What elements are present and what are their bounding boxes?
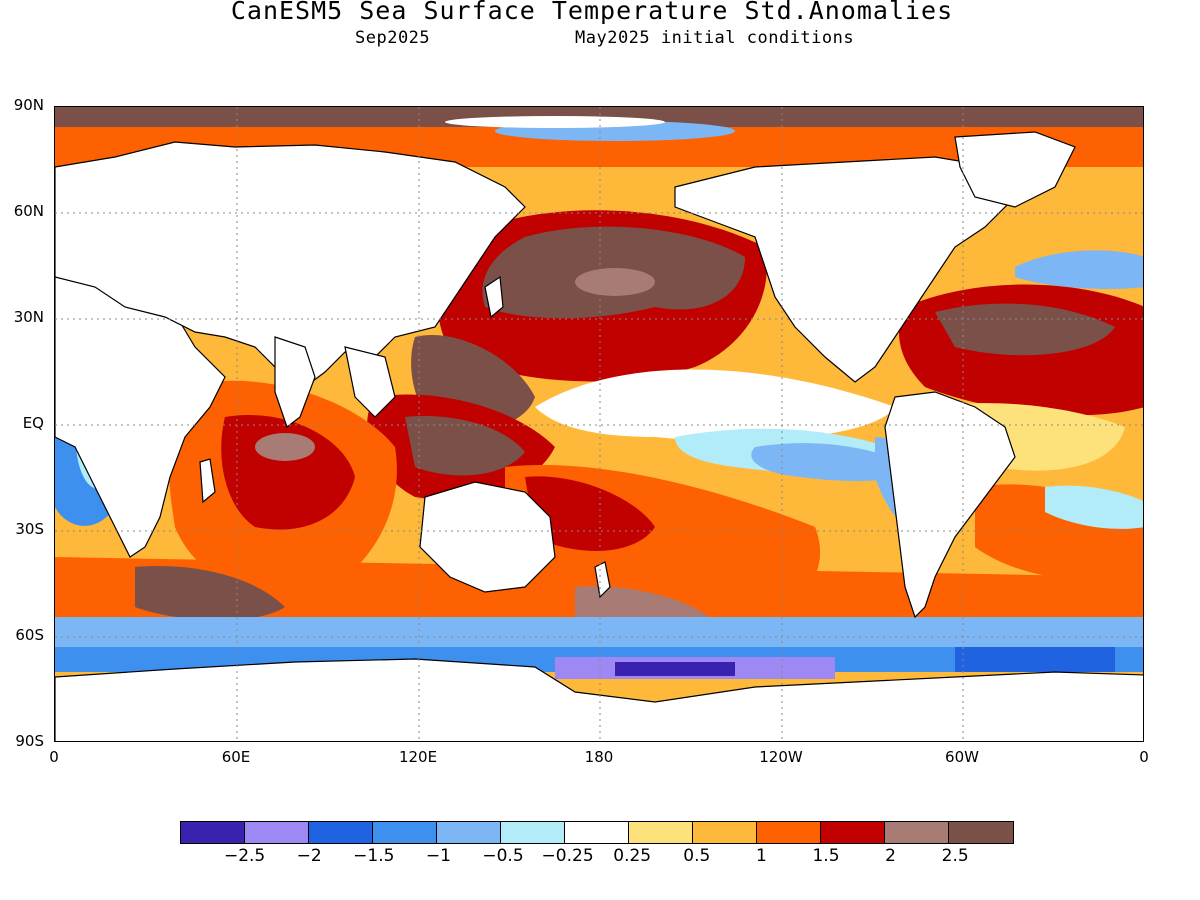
land-antarctica (55, 658, 1143, 741)
southern-belt-brown-1 (135, 566, 285, 621)
colorbar (180, 821, 1014, 844)
anomaly-fields (55, 107, 1143, 679)
lon-label-120e: 120E (398, 748, 438, 766)
colorbar-swatch (565, 822, 629, 843)
north-atlantic-brown (935, 303, 1115, 356)
colorbar-tick-label: 0.25 (613, 846, 652, 866)
lat-label-90s: 90S (15, 732, 44, 750)
colorbar-tick-label: 1 (755, 846, 767, 866)
land-india (274, 336, 316, 428)
graticule (55, 107, 1143, 741)
colorbar-tick-label: 0.5 (683, 846, 711, 866)
south-pacific-red (525, 476, 655, 551)
lon-label-0: 0 (49, 748, 59, 766)
north-pacific-pink (575, 268, 655, 296)
colorbar-tick-label: 1.5 (812, 846, 840, 866)
lat-label-60s: 60S (15, 626, 44, 644)
lat-label-30n: 30N (13, 308, 44, 326)
colorbar-tick-label: 2.5 (941, 846, 969, 866)
lon-label-0-east: 0 (1139, 748, 1149, 766)
eq-pacific-white (535, 369, 895, 441)
land-north-america (674, 156, 1016, 383)
north-atlantic-cold (1015, 250, 1143, 289)
weddell-cold (955, 647, 1115, 672)
indian-red (221, 415, 355, 530)
colorbar-tick-label: −0.25 (541, 846, 594, 866)
arctic-white (445, 116, 665, 128)
colorbar-swatch (629, 822, 693, 843)
colorbar-swatch (309, 822, 373, 843)
colorbar-tick-label: −1 (425, 846, 451, 866)
maritime-strong (405, 416, 525, 476)
colorbar-swatch (757, 822, 821, 843)
colorbar-swatch (245, 822, 309, 843)
colorbar-swatch (885, 822, 949, 843)
colorbar-swatch (501, 822, 565, 843)
chart-title: CanESM5 Sea Surface Temperature Std.Anom… (230, 0, 954, 25)
valid-month: Sep2025 (355, 28, 431, 48)
lon-label-60w: 60W (945, 748, 979, 766)
lon-label-120w: 120W (759, 748, 803, 766)
colorbar-tick-label: −2.5 (223, 846, 266, 866)
colorbar-swatch (181, 822, 245, 843)
lon-label-60e: 60E (221, 748, 251, 766)
eq-pacific-blue (751, 443, 915, 482)
lat-label-90n: 90N (13, 96, 44, 114)
sst-anomaly-map (54, 106, 1144, 742)
land-se-asia (344, 346, 396, 418)
land-eurasia (55, 141, 526, 388)
lat-label-eq: EQ (22, 414, 44, 432)
landmasses (55, 131, 1143, 741)
colorbar-swatch (373, 822, 437, 843)
land-madagascar (199, 458, 216, 504)
colorbar-tick-label: −2 (296, 846, 322, 866)
colorbar-swatch (437, 822, 501, 843)
lat-label-30s: 30S (15, 520, 44, 538)
indian-brown (255, 433, 315, 461)
initial-conditions: May2025 initial conditions (575, 28, 855, 48)
land-greenland (954, 131, 1076, 208)
lat-label-60n: 60N (13, 202, 44, 220)
colorbar-swatch (821, 822, 885, 843)
colorbar-swatch (693, 822, 757, 843)
colorbar-tick-label: −1.5 (353, 846, 395, 866)
south-atlantic-cold (1045, 485, 1143, 529)
land-new-zealand (594, 561, 611, 599)
colorbar-tick-label: 2 (885, 846, 897, 866)
land-japan (484, 275, 504, 319)
land-south-america (884, 391, 1016, 619)
land-australia (419, 481, 556, 593)
map-canvas (55, 107, 1143, 741)
lon-label-180: 180 (584, 748, 614, 766)
colorbar-tick-label: −0.5 (482, 846, 524, 866)
southern-ocean-dark (615, 662, 735, 676)
colorbar-swatch (949, 822, 1013, 843)
